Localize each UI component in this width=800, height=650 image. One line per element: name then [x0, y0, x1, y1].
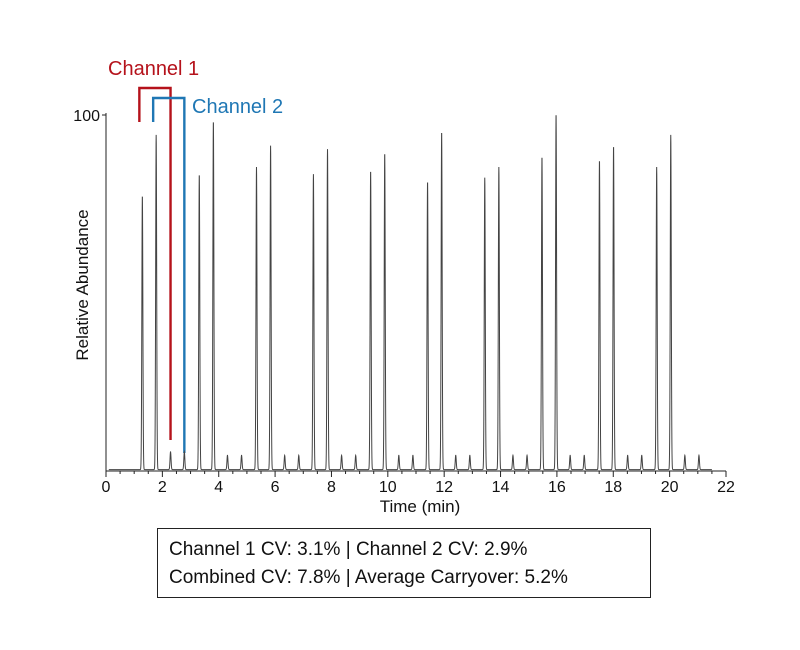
x-tick-label: 0	[102, 479, 111, 496]
x-tick-label: 18	[604, 479, 622, 496]
x-tick-label: 12	[435, 479, 453, 496]
channel-2-label: Channel 2	[192, 96, 283, 118]
x-tick-label: 6	[271, 479, 280, 496]
channel-2-bracket	[151, 96, 186, 453]
x-tick-label: 10	[379, 479, 397, 496]
stats-line-cv: Channel 1 CV: 3.1% | Channel 2 CV: 2.9%	[169, 539, 528, 560]
x-tick-label: 8	[327, 479, 336, 496]
y-tick-label: 100	[73, 108, 100, 125]
x-tick-label: 14	[492, 479, 510, 496]
x-tick-label: 2	[158, 479, 167, 496]
x-axis-label: Time (min)	[380, 497, 461, 516]
x-tick-label: 22	[717, 479, 735, 496]
statistics-box: Channel 1 CV: 3.1% | Channel 2 CV: 2.9% …	[157, 528, 651, 598]
channel-annotations: Channel 1 Channel 2	[108, 58, 283, 453]
x-tick-label: 4	[214, 479, 223, 496]
chromatogram-trace	[108, 115, 712, 471]
axes: 0 2 4 6 8 10 12 14 16 18 20 22 100	[73, 108, 735, 496]
channel-1-label: Channel 1	[108, 58, 199, 80]
y-axis-label: Relative Abundance	[73, 209, 92, 360]
x-tick-label: 20	[661, 479, 679, 496]
x-tick-label: 16	[548, 479, 566, 496]
channel-1-bracket	[138, 86, 172, 440]
stats-line-combined: Combined CV: 7.8% | Average Carryover: 5…	[169, 567, 568, 588]
